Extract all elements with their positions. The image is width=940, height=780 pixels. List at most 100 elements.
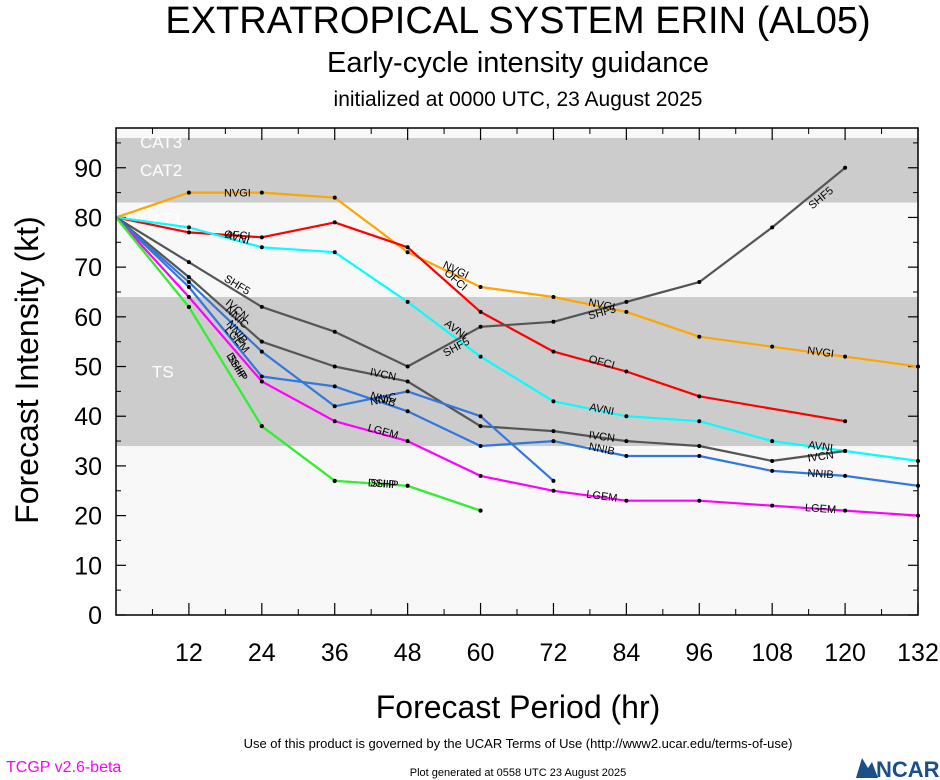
series-label-text: NNIB: [588, 441, 616, 458]
y-axis-label: Forecast Intensity (kt): [9, 216, 45, 524]
data-point-nvgi: [770, 344, 775, 349]
axis-ticks: 12 24 36 48 60 72 84 96 108 120 132 0 10 20 30 40 50 60 70…: [74, 128, 939, 667]
data-point-lgem: [697, 498, 702, 503]
y-tick-label: 50: [74, 354, 102, 382]
version-label: TCGP v2.6-beta: [6, 759, 121, 776]
data-point-ivcn: [186, 275, 191, 280]
terms-notice: Use of this product is governed by the U…: [244, 736, 793, 751]
data-point-lgem: [405, 439, 410, 444]
data-point-shf5: [259, 304, 264, 309]
data-point-avni: [551, 399, 556, 404]
data-point-nnib: [259, 374, 264, 379]
series-label-dshp: DSHP: [367, 477, 398, 491]
data-point-ship: [332, 478, 337, 483]
data-point-ofci: [259, 235, 264, 240]
data-point-avni: [770, 439, 775, 444]
data-point-shf5: [332, 329, 337, 334]
x-tick-label: 60: [467, 639, 495, 667]
data-point-nnib: [770, 468, 775, 473]
data-point-nnic: [332, 404, 337, 409]
data-point-ofci: [843, 419, 848, 424]
data-point-ivcn: [478, 424, 483, 429]
series-label-ivcn: IVCN: [807, 449, 835, 464]
data-point-nnic: [186, 280, 191, 285]
data-point-ofci: [551, 349, 556, 354]
data-point-lgem: [624, 498, 629, 503]
x-tick-label: 132: [897, 639, 939, 667]
ncar-logo-mark: [856, 758, 878, 778]
data-point-nnib: [405, 409, 410, 414]
x-axis-label: Forecast Period (hr): [376, 689, 661, 725]
data-point-nnib: [697, 453, 702, 458]
data-point-lgem: [259, 379, 264, 384]
data-point-ivcn: [843, 449, 848, 454]
series-label-ivcn: IVCN: [588, 429, 616, 444]
data-point-nnib: [478, 444, 483, 449]
data-point-nvgi: [405, 250, 410, 255]
series-label-text: IVCN: [588, 429, 616, 444]
series-label-text: IVCN: [807, 449, 835, 464]
data-point-nnib: [843, 473, 848, 478]
x-tick-label: 84: [612, 639, 640, 667]
data-point-avni: [478, 354, 483, 359]
chart-title: EXTRATROPICAL SYSTEM ERIN (AL05): [165, 0, 870, 42]
data-point-lgem: [478, 473, 483, 478]
series-line-ofci: [115, 216, 846, 423]
data-point-lgem: [186, 294, 191, 299]
series-label-text: NVGI: [224, 188, 251, 200]
data-point-nvgi: [624, 309, 629, 314]
data-point-nvgi: [259, 190, 264, 195]
data-point-ivcn: [770, 458, 775, 463]
data-point-nvgi: [697, 334, 702, 339]
series-label-text: LGEM: [805, 502, 837, 516]
data-point-nnic: [259, 349, 264, 354]
data-point-nvgi: [843, 354, 848, 359]
data-point-avni: [332, 250, 337, 255]
data-point-ivcn: [259, 339, 264, 344]
x-tick-label: 120: [824, 639, 866, 667]
data-point-ofci: [624, 369, 629, 374]
y-tick-label: 10: [74, 552, 102, 580]
data-point-shf5: [551, 319, 556, 324]
series-label-avni: AVNI: [588, 401, 615, 418]
data-point-ofci: [186, 230, 191, 235]
band-label-cat2: CAT2: [140, 161, 182, 180]
y-tick-label: 30: [74, 453, 102, 481]
data-point-nvgi: [551, 294, 556, 299]
init-line: initialized at 0000 UTC, 23 August 2025: [334, 88, 703, 111]
data-point-avni: [697, 419, 702, 424]
data-point-avni: [624, 414, 629, 419]
x-tick-label: 96: [685, 639, 713, 667]
data-point-ship: [478, 508, 483, 513]
generated-timestamp: Plot generated at 0558 UTC 23 August 202…: [410, 767, 627, 779]
series-label-ship: SHIP: [370, 477, 396, 491]
data-point-nvgi: [186, 190, 191, 195]
data-point-lgem: [770, 503, 775, 508]
ncar-logo: NCAR: [856, 757, 940, 780]
data-point-nnib: [186, 285, 191, 290]
data-point-nnic: [478, 414, 483, 419]
x-tick-label: 12: [175, 639, 203, 667]
data-point-ivcn: [551, 429, 556, 434]
x-tick-label: 36: [321, 639, 349, 667]
data-point-nvgi: [478, 285, 483, 290]
series-label-text: AVNI: [807, 439, 833, 454]
x-tick-label: 48: [394, 639, 422, 667]
series-label-lgem: LGEM: [805, 502, 837, 516]
y-tick-label: 70: [74, 254, 102, 282]
plot-frame: [115, 127, 919, 616]
data-point-nnic: [551, 478, 556, 483]
x-tick-label: 108: [751, 639, 793, 667]
ncar-logo-text: NCAR: [876, 757, 940, 780]
series-lines: [115, 165, 920, 518]
series-label-text: NVGI: [587, 297, 616, 314]
data-point-ivcn: [624, 439, 629, 444]
y-tick-label: 80: [74, 204, 102, 232]
data-point-ofci: [405, 245, 410, 250]
series-line-nnib: [115, 216, 919, 487]
data-point-nnib: [332, 384, 337, 389]
chart-subtitle: Early-cycle intensity guidance: [327, 47, 709, 79]
data-point-nnic: [405, 389, 410, 394]
series-label-text: LGEM: [586, 489, 619, 505]
series-label-text: AVNI: [588, 401, 615, 418]
